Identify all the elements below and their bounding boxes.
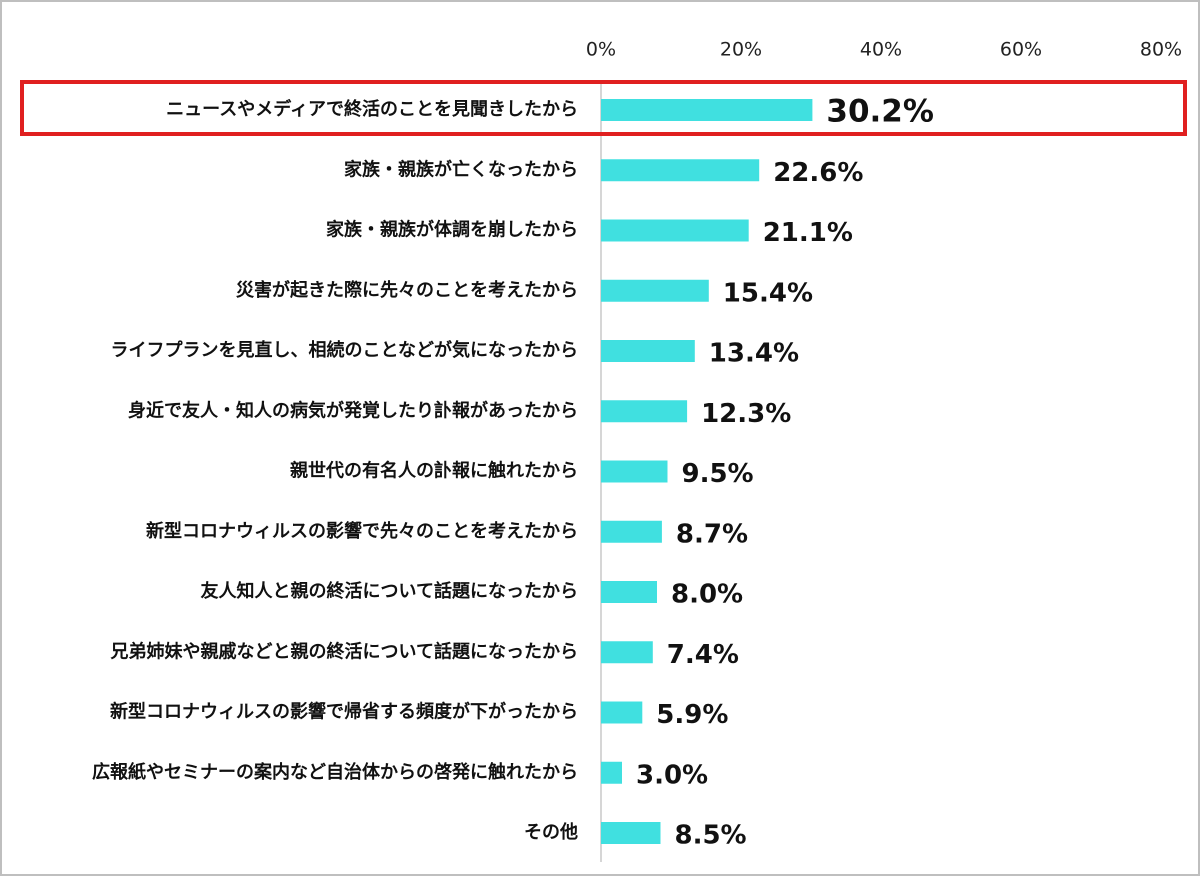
x-tick-label: 20% bbox=[720, 39, 762, 61]
bar bbox=[601, 99, 813, 121]
bar bbox=[601, 400, 688, 423]
category-label: 新型コロナウィルスの影響で帰省する頻度が下がったから bbox=[110, 701, 578, 723]
value-label: 7.4% bbox=[667, 640, 739, 670]
x-tick-label: 0% bbox=[586, 39, 616, 61]
category-label: 広報紙やセミナーの案内など自治体からの啓発に触れたから bbox=[92, 761, 578, 783]
bar bbox=[601, 340, 695, 362]
bar bbox=[601, 159, 760, 182]
category-label: 災害が起きた際に先々のことを考えたから bbox=[236, 279, 578, 301]
x-tick-label: 40% bbox=[860, 39, 902, 61]
bar bbox=[601, 279, 709, 302]
value-label: 8.7% bbox=[676, 519, 748, 549]
category-label: 身近で友人・知人の病気が発覚したり訃報があったから bbox=[128, 399, 578, 421]
category-label: ライフプランを見直し、相続のことなどが気になったから bbox=[111, 339, 578, 361]
value-label: 8.0% bbox=[671, 580, 743, 610]
category-label: 兄弟姉妹や親戚などと親の終活について話題になったから bbox=[110, 640, 578, 662]
highlight-box bbox=[20, 80, 1187, 136]
category-label: 親世代の有名人の訃報に触れたから bbox=[290, 460, 578, 482]
category-label: 新型コロナウィルスの影響で先々のことを考えたから bbox=[146, 520, 578, 542]
value-label: 3.0% bbox=[636, 760, 708, 790]
value-label: 8.5% bbox=[675, 821, 747, 851]
bar bbox=[601, 701, 643, 724]
bar bbox=[601, 520, 662, 543]
value-label: 22.6% bbox=[773, 158, 863, 188]
value-label: 30.2% bbox=[826, 94, 934, 130]
category-label: 家族・親族が亡くなったから bbox=[344, 158, 578, 180]
category-label: 家族・親族が体調を崩したから bbox=[326, 219, 578, 241]
category-label: ニュースやメディアで終活のことを見聞きしたから bbox=[166, 98, 578, 120]
category-label: その他 bbox=[524, 821, 578, 843]
value-label: 13.4% bbox=[709, 339, 799, 369]
bar bbox=[601, 822, 661, 844]
bar bbox=[601, 641, 653, 664]
bar bbox=[601, 460, 668, 483]
value-label: 15.4% bbox=[723, 278, 813, 308]
value-label: 5.9% bbox=[656, 700, 728, 730]
value-label: 21.1% bbox=[763, 218, 853, 248]
x-tick-label: 80% bbox=[1140, 39, 1182, 61]
value-label: 9.5% bbox=[682, 459, 754, 489]
value-label: 12.3% bbox=[701, 399, 791, 429]
bar bbox=[601, 761, 622, 784]
bar bbox=[601, 219, 749, 242]
x-tick-label: 60% bbox=[1000, 39, 1042, 61]
bar bbox=[601, 581, 657, 603]
category-label: 友人知人と親の終活について話題になったから bbox=[201, 580, 578, 602]
